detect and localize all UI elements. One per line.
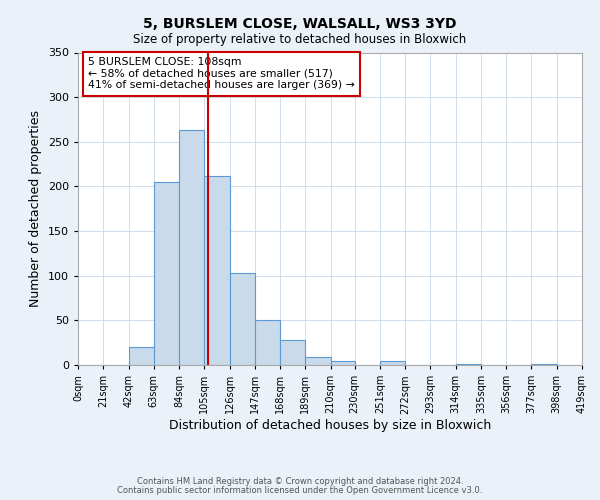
Text: Contains public sector information licensed under the Open Government Licence v3: Contains public sector information licen… [118, 486, 482, 495]
Bar [154, 182, 179, 365]
X-axis label: Distribution of detached houses by size in Bloxwich: Distribution of detached houses by size … [169, 419, 491, 432]
Bar [205, 176, 230, 365]
Text: 5 BURSLEM CLOSE: 108sqm
← 58% of detached houses are smaller (517)
41% of semi-d: 5 BURSLEM CLOSE: 108sqm ← 58% of detache… [88, 57, 355, 90]
Text: Contains HM Land Registry data © Crown copyright and database right 2024.: Contains HM Land Registry data © Crown c… [137, 477, 463, 486]
Bar [532, 364, 557, 365]
Bar [380, 362, 405, 365]
Bar [255, 320, 280, 365]
Bar [331, 362, 355, 365]
Text: 5, BURSLEM CLOSE, WALSALL, WS3 3YD: 5, BURSLEM CLOSE, WALSALL, WS3 3YD [143, 18, 457, 32]
Bar [455, 364, 481, 365]
Bar [128, 347, 154, 365]
Bar [305, 357, 331, 365]
Text: Size of property relative to detached houses in Bloxwich: Size of property relative to detached ho… [133, 32, 467, 46]
Bar [280, 340, 305, 365]
Bar [230, 273, 255, 365]
Y-axis label: Number of detached properties: Number of detached properties [29, 110, 42, 307]
Bar [179, 130, 205, 365]
